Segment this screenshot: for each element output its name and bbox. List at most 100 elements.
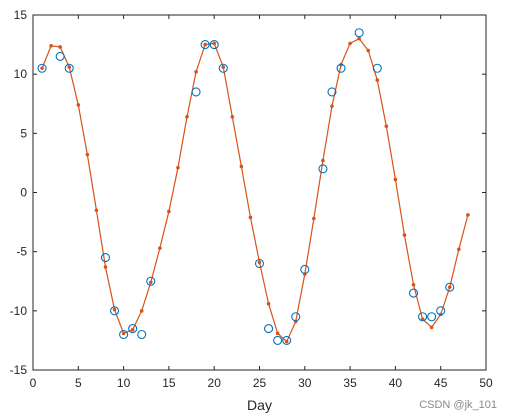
fitted-line-point [248,215,253,220]
fitted-line-point [284,339,289,344]
fitted-line-point [40,66,44,71]
observed-point [418,312,428,322]
x-tick-label: 0 [30,376,37,390]
fitted-line-point [176,165,180,170]
observed-point [55,51,65,61]
plot-area [32,14,487,371]
fitted-line-point [221,65,226,69]
x-tick-label: 40 [389,376,403,390]
observed-point [209,40,219,50]
axis-ticks [32,14,487,371]
observed-point [300,264,310,274]
y-tick-label: 10 [14,67,28,81]
observed-point [427,312,437,322]
fitted-line-point [402,233,407,237]
x-tick-label: 10 [117,376,131,390]
x-axis-title: Day [247,397,272,413]
fitted-line-point [466,213,470,217]
observed-point [146,276,156,286]
fitted-line-point [393,177,398,182]
fitted-line-point [148,280,153,285]
x-tick-label: 5 [75,376,82,390]
observed-point [408,288,419,298]
observed-point [37,63,47,73]
x-tick-label: 15 [162,376,176,390]
fitted-line-point [384,124,389,129]
observed-point [264,324,274,334]
fitted-line-point [312,216,316,221]
fitted-line-point [112,307,117,312]
x-tick-label: 20 [208,376,222,390]
observed-point [372,63,382,73]
fitted-line-point [457,247,461,252]
fitted-line-point [85,152,90,157]
observed-point [64,63,74,73]
fitted-line-point [103,265,108,269]
observed-point [354,28,364,38]
fitted-line-point [158,246,162,250]
observed-point [291,312,301,322]
fitted-line-point [194,70,198,74]
fitted-line-point [375,78,380,82]
observed-scatter-series [37,28,455,345]
observed-point [218,63,228,73]
x-tick-label: 35 [343,376,357,390]
fitted-line-point [185,114,189,119]
observed-point [445,282,455,292]
observed-point [436,306,446,316]
fitted-line-point [76,103,81,107]
fitted-line-point [366,48,371,53]
x-tick-label: 50 [479,376,493,390]
fitted-line-point [411,283,416,287]
fitted-line-point [130,327,135,332]
observed-point [327,87,337,97]
observed-point [128,324,138,334]
fitted-line-point [275,331,280,336]
fitted-line-point [58,45,62,49]
observed-point [191,87,201,97]
fitted-line-point [203,42,207,47]
fitted-line-point [139,309,144,313]
fitted-line-point [239,164,244,169]
fitted-line-point [212,41,216,46]
x-tick-label: 25 [253,376,267,390]
observed-point [282,335,292,345]
fitted-line-point [49,43,53,48]
y-tick-label: 5 [20,126,27,140]
observed-point [336,63,346,73]
x-tick-labels: 0 5 10 15 20 25 30 35 40 45 50 [30,376,493,390]
fitted-line-point [257,260,262,265]
y-tick-label: -10 [10,304,28,318]
observed-point [273,335,283,345]
y-tick-label: -15 [10,363,28,377]
y-tick-label: 0 [20,186,27,200]
observed-point [254,258,265,269]
observed-point [100,253,111,263]
observed-point [119,329,129,340]
fitted-line-point [94,208,99,213]
fitted-line-point [420,317,425,321]
y-tick-label: -5 [16,245,27,259]
y-tick-labels: -15 -10 -5 0 5 10 15 [10,8,28,377]
fitted-line-point [429,325,434,330]
fitted-line-point [266,301,271,306]
fitted-line-point [357,36,361,41]
observed-point [200,40,210,50]
fitted-line-point [330,104,334,108]
fitted-line-point [230,114,235,119]
observed-point [318,164,328,174]
x-tick-label: 45 [434,376,448,390]
fitted-line-point [67,65,72,69]
observed-point [137,329,147,340]
fitted-line-point [348,41,352,46]
fitted-line-point [121,331,126,336]
observed-point [109,306,120,316]
fitted-line-series [40,36,470,344]
watermark: CSDN @jk_101 [419,399,497,411]
fitted-line-point [321,158,325,163]
fitted-line-path [41,37,469,343]
fitted-line-point [447,285,452,289]
x-tick-label: 30 [298,376,312,390]
y-tick-label: 15 [14,8,28,22]
